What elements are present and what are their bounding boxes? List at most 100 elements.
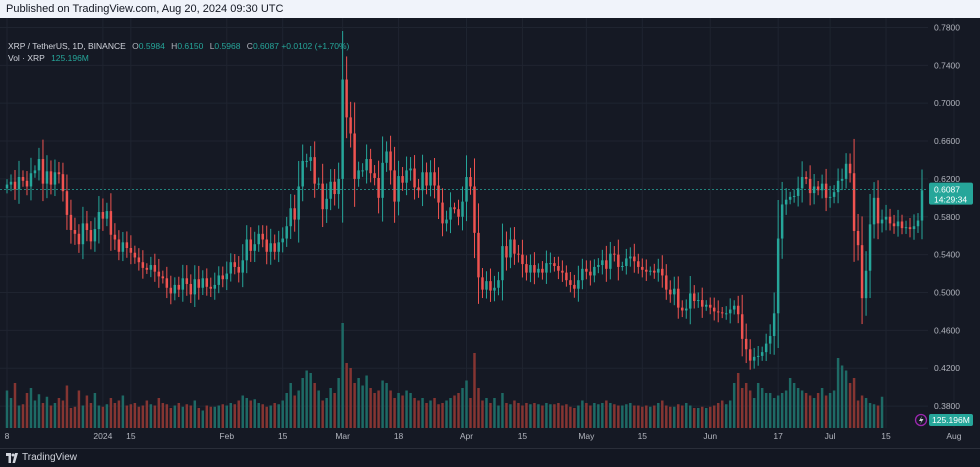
volume-bar: [868, 403, 872, 428]
volume-bar: [804, 393, 808, 428]
candle-body: [485, 281, 488, 290]
symbol-title[interactable]: XRP / TetherUS, 1D, BINANCE: [8, 41, 126, 51]
candle-body: [297, 186, 300, 220]
volume-bar: [712, 405, 716, 428]
volume-bar: [289, 383, 292, 428]
volume-bar: [277, 404, 280, 428]
candle-body: [621, 265, 624, 267]
volume-bar: [321, 400, 324, 428]
candle-body: [808, 178, 812, 194]
volume-bar: [816, 393, 820, 428]
candle-body: [233, 262, 236, 267]
published-banner: Published on TradingView.com, Aug 20, 20…: [0, 0, 980, 18]
volume-bar: [169, 408, 173, 428]
candle-body: [784, 199, 788, 205]
volume-bar: [641, 406, 644, 428]
candle-body: [653, 270, 656, 273]
candle-body: [377, 177, 380, 198]
volume-bar: [45, 396, 49, 428]
y-tick-label-5: 0.5800: [934, 212, 960, 222]
volume-bar: [693, 408, 696, 428]
volume-bar: [233, 404, 236, 428]
candle-body: [25, 180, 29, 187]
candle-body: [665, 275, 668, 290]
volume-bar: [329, 388, 332, 428]
candle-body: [381, 162, 384, 198]
candle-body: [217, 275, 221, 285]
volume-bar: [669, 406, 672, 428]
volume-label[interactable]: Vol · XRP: [8, 53, 45, 63]
x-tick-label-9: May: [578, 431, 595, 441]
candle-body: [788, 196, 792, 200]
volume-bar: [764, 393, 768, 428]
candle-body: [77, 233, 81, 245]
candle-body: [81, 223, 85, 245]
low-value: 0.5968: [214, 41, 241, 51]
candle-body: [101, 212, 105, 219]
candle-body: [273, 243, 276, 252]
candle-body: [313, 157, 316, 184]
candle-body: [505, 246, 508, 258]
volume-bar: [313, 383, 316, 428]
volume-bar: [393, 398, 396, 428]
candle-body: [421, 172, 424, 191]
volume-bar: [505, 403, 508, 428]
volume-bar: [349, 368, 352, 428]
candle-body: [337, 178, 340, 195]
candle-body: [764, 343, 768, 353]
volume-bar: [788, 378, 792, 428]
candle-body: [433, 172, 436, 186]
candle-body: [245, 239, 248, 261]
volume-bar: [17, 405, 21, 428]
candle-body: [553, 263, 556, 266]
candle-body: [772, 313, 776, 337]
volume-bar: [856, 400, 860, 428]
candle-body: [225, 273, 228, 280]
y-tick-label-3: 0.6600: [934, 136, 960, 146]
candle-body: [689, 293, 692, 309]
candle-body: [740, 314, 744, 339]
volume-bar: [121, 395, 125, 428]
volume-bar: [93, 393, 97, 428]
volume-bar: [852, 378, 856, 428]
candlestick-chart[interactable]: 0.7800 0.7400 0.7000 0.6600 0.6200 0.5800 0.54…: [0, 18, 980, 448]
candle-body: [301, 160, 304, 187]
candle-body: [693, 293, 696, 302]
volume-bar: [685, 403, 688, 428]
volume-bar: [541, 405, 544, 428]
candle-body: [49, 171, 53, 185]
volume-bar: [601, 403, 604, 428]
volume-bar: [860, 395, 864, 428]
candle-body: [417, 187, 420, 191]
candle-body: [181, 278, 185, 290]
candle-body: [441, 202, 444, 224]
volume-bar: [33, 400, 37, 428]
volume-bar: [285, 393, 288, 428]
volume-bar: [661, 400, 664, 428]
volume-bar: [469, 398, 472, 428]
candle-body: [93, 229, 97, 242]
candle-body: [900, 221, 904, 229]
volume-bar: [792, 383, 796, 428]
chart-area[interactable]: 0.7800 0.7400 0.7000 0.6600 0.6200 0.5800 0.54…: [0, 18, 980, 448]
candle-body: [792, 195, 796, 197]
candle-body: [373, 173, 376, 178]
volume-bar: [165, 404, 169, 428]
candle-body: [617, 254, 620, 267]
volume-bar: [673, 406, 676, 428]
volume-bar: [609, 403, 612, 428]
volume-bar: [53, 403, 57, 428]
volume-bar: [477, 388, 480, 428]
grid: [0, 18, 955, 428]
candle-body: [465, 177, 468, 202]
volume-bar: [133, 403, 137, 428]
volume-bar: [836, 358, 840, 428]
time-axis[interactable]: 8 2024 15 Feb 15 Mar 18 Apr 15 May 15 Jun 17 Jul 15 Aug…: [5, 431, 980, 441]
candle-body: [681, 307, 684, 311]
lightning-icon[interactable]: [914, 413, 928, 427]
volume-bar: [221, 404, 225, 428]
price-axis[interactable]: 0.7800 0.7400 0.7000 0.6600 0.6200 0.5800 0.54…: [934, 22, 960, 411]
x-tick-label-11: Jun: [703, 431, 717, 441]
candle-body: [489, 281, 492, 291]
candle-body: [253, 244, 256, 251]
